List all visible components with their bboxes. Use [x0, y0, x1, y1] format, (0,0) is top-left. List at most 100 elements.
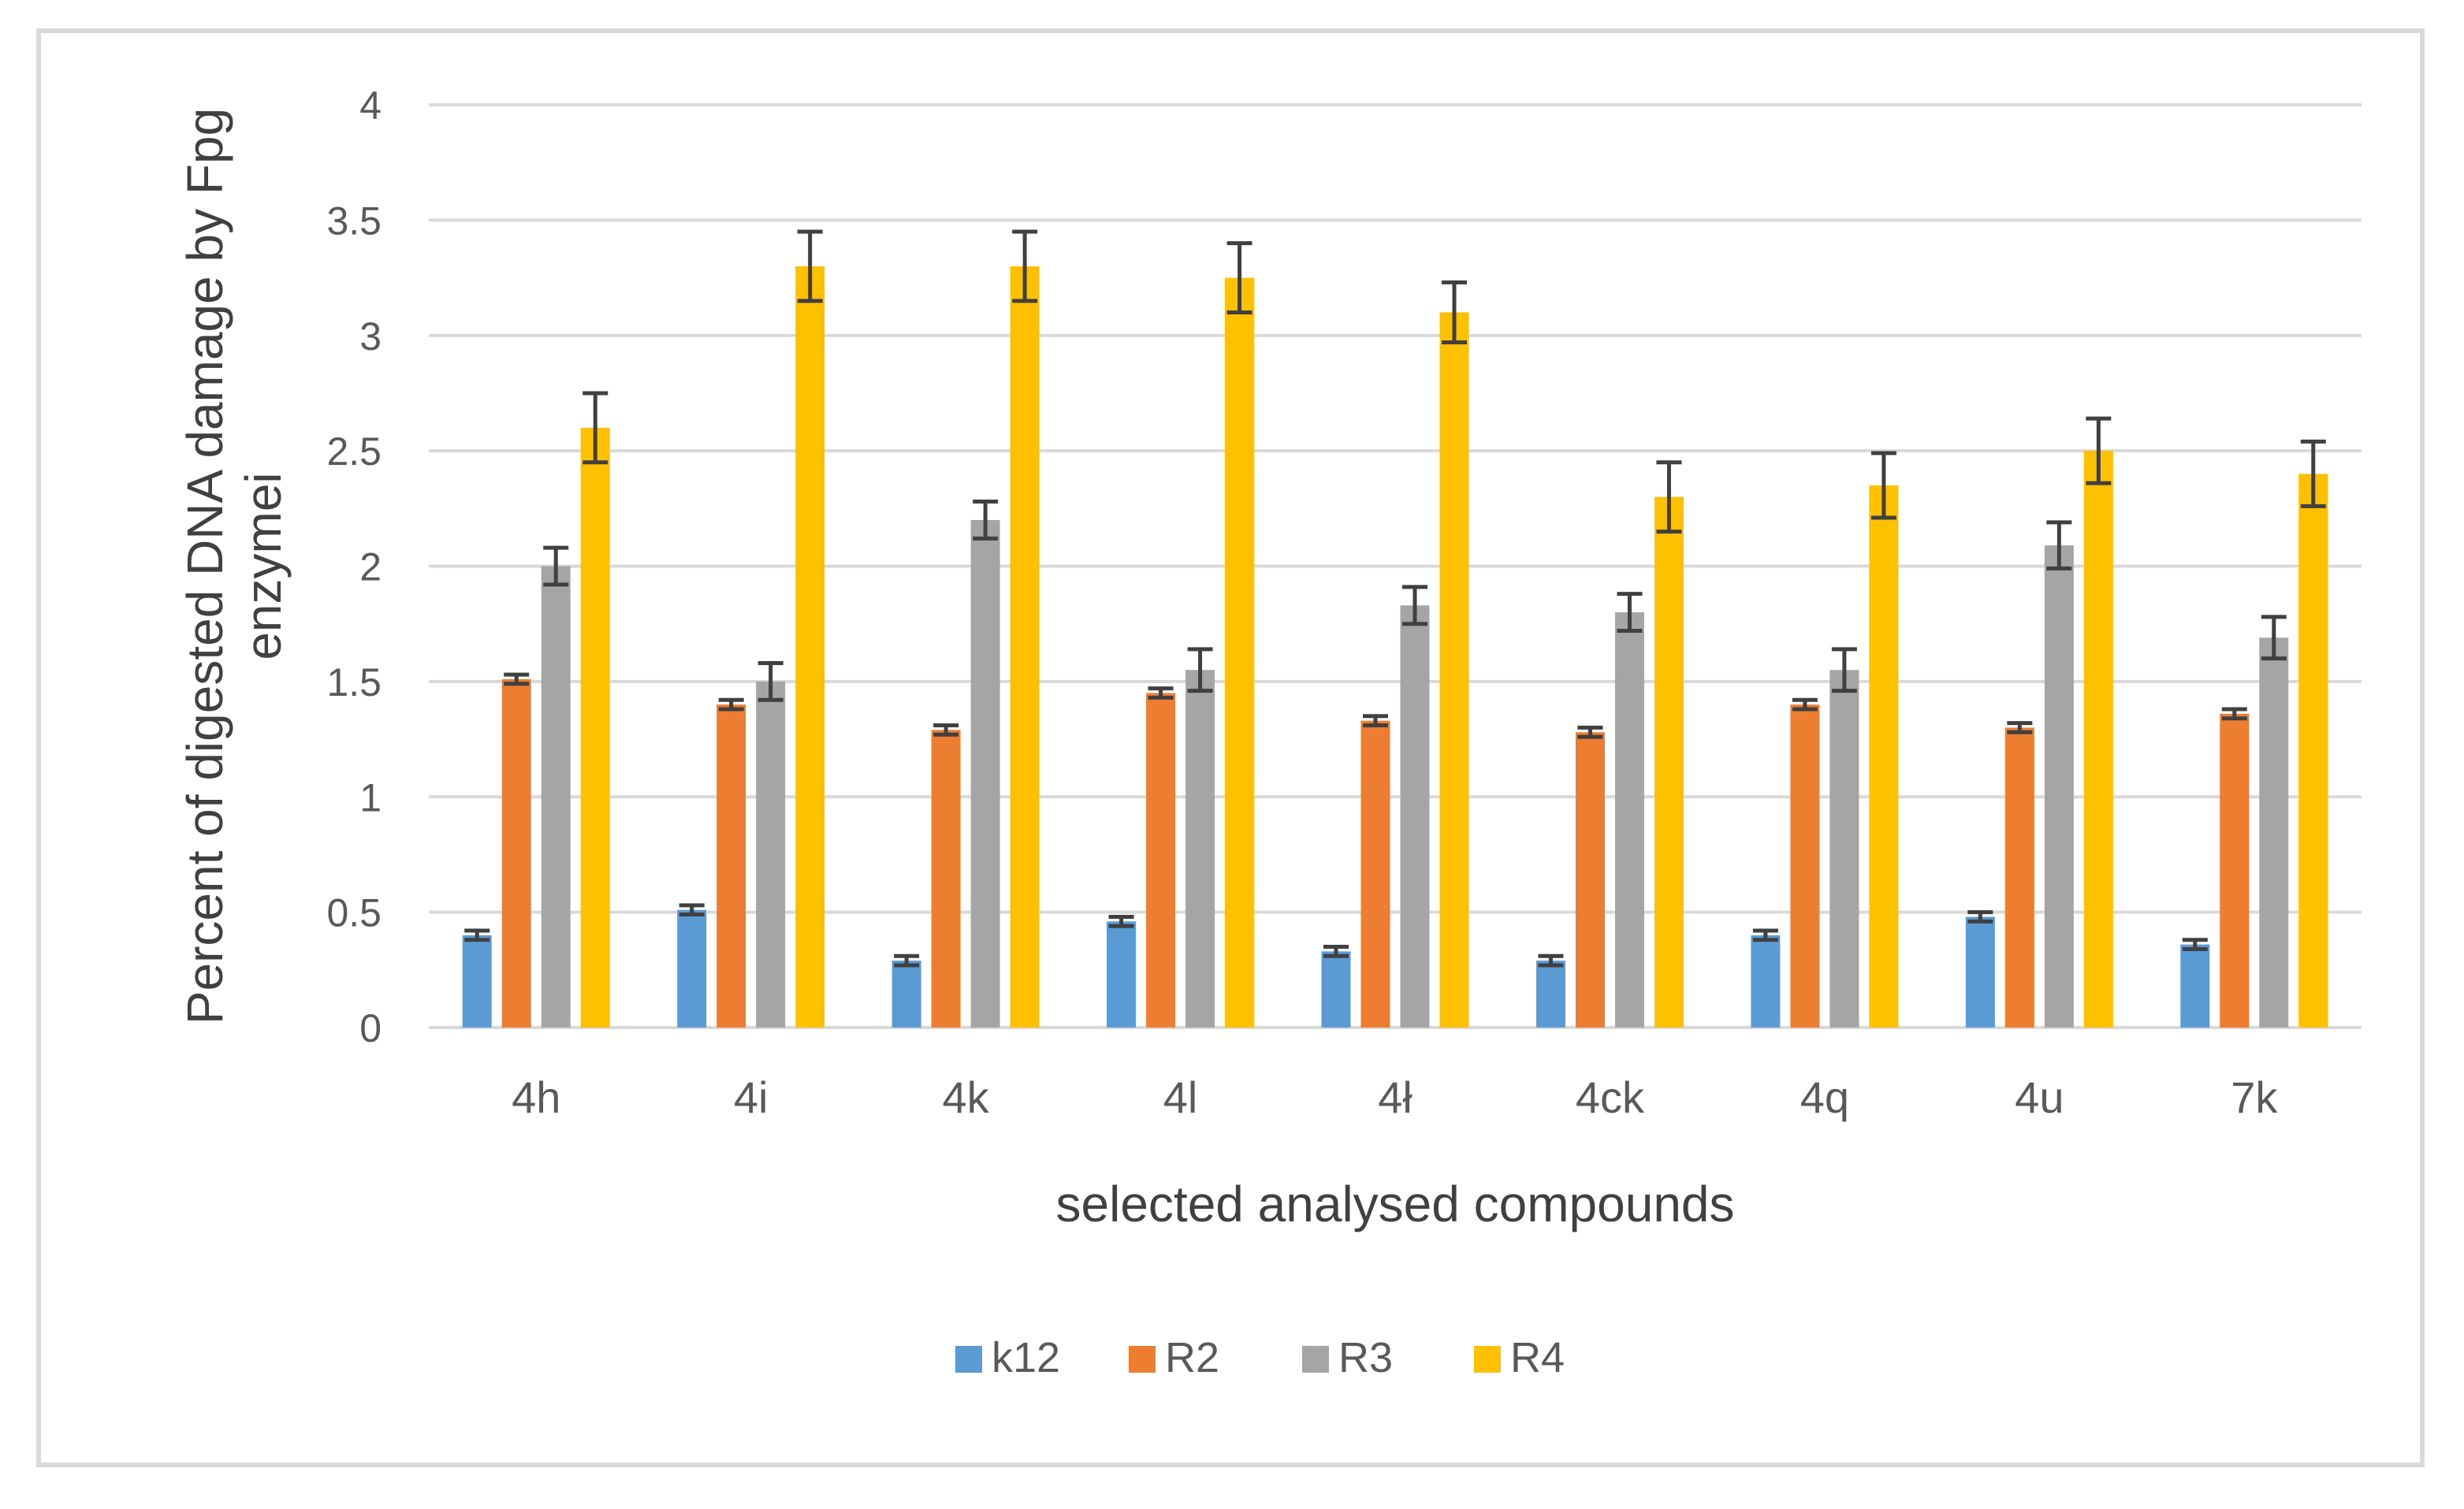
bar-r2-4ck	[1575, 732, 1605, 1028]
error-bar-r2-4ck	[1577, 725, 1603, 739]
legend-item-k12: k12	[955, 1334, 1060, 1381]
error-bar-r3-4u	[2046, 520, 2072, 571]
error-bar-r4-4q	[1870, 451, 1896, 520]
bar-k12-4ck	[1535, 961, 1565, 1028]
error-bar-r4-4h	[583, 391, 609, 465]
y-tick-label: 2	[359, 545, 382, 589]
error-bar-r3-4ck	[1617, 592, 1643, 633]
error-bar-r3-4-	[1402, 585, 1427, 626]
error-bar-r4-4u	[2086, 416, 2112, 485]
legend-item-r2: R2	[1129, 1334, 1219, 1381]
legend-label-r4: R4	[1510, 1334, 1565, 1381]
error-bar-r2-4k	[933, 723, 959, 737]
axis-titles: selected analysed compounds Percent of d…	[177, 108, 1735, 1232]
y-tick-label: 1	[359, 775, 382, 820]
y-axis-ticks: 0 0.5 1 1.5 2 2.5 3 3.5 4	[326, 84, 382, 1050]
bar-r4-4u	[2083, 451, 2113, 1028]
y-tick-label: 0.5	[326, 891, 382, 935]
error-bar-r2-4u	[2007, 721, 2033, 734]
bar-r3-7k	[2259, 637, 2289, 1028]
bar-k12-7k	[2180, 944, 2210, 1028]
bar-r3-4l	[1185, 670, 1215, 1028]
x-tick-label-4k: 4k	[943, 1072, 990, 1122]
bar-k12-4k	[891, 961, 921, 1028]
bar-r4-4h	[580, 427, 610, 1028]
y-tick-label: 3	[359, 314, 382, 359]
bar-k12-4i	[677, 909, 707, 1028]
error-bar-k12-4h	[464, 928, 490, 942]
error-bar-r4-7k	[2300, 439, 2326, 508]
bar-r2-7k	[2220, 713, 2250, 1028]
x-tick-label-7k: 7k	[2231, 1072, 2278, 1122]
error-bar-r4-4k	[1012, 229, 1038, 303]
bar-chart: 0 0.5 1 1.5 2 2.5 3 3.5 4 4h 4i 4k 4l 4ł 4ck 4q 4u 7k se…	[177, 84, 2362, 1381]
bar-r2-4i	[716, 704, 746, 1028]
error-bar-r2-4l	[1148, 686, 1174, 700]
bar-k12-4h	[462, 935, 492, 1028]
legend-swatch-k12	[955, 1346, 982, 1373]
error-bar-r4-4l	[1226, 241, 1252, 314]
x-tick-label-4u: 4u	[2015, 1072, 2064, 1122]
legend-item-r4: R4	[1474, 1334, 1565, 1381]
error-bar-r3-4q	[1831, 647, 1857, 693]
x-axis-ticks: 4h 4i 4k 4l 4ł 4ck 4q 4u 7k	[512, 1072, 2278, 1122]
legend-label-r2: R2	[1165, 1334, 1219, 1381]
bar-r4-4q	[1869, 485, 1899, 1028]
bar-r3-4h	[541, 566, 571, 1028]
bar-r4-7k	[2298, 474, 2328, 1028]
error-bar-r4-4i	[797, 229, 823, 303]
error-bar-r4-4ck	[1656, 460, 1682, 534]
bar-r2-4q	[1790, 704, 1820, 1028]
error-bar-k12-4k	[894, 953, 920, 968]
error-bar-k12-4q	[1752, 928, 1778, 942]
y-tick-label: 3.5	[326, 199, 382, 243]
bar-r4-4k	[1010, 266, 1040, 1028]
chart-frame: 0 0.5 1 1.5 2 2.5 3 3.5 4 4h 4i 4k 4l 4ł 4ck 4q 4u 7k se…	[36, 28, 2425, 1467]
x-axis-title: selected analysed compounds	[1056, 1176, 1735, 1232]
gridlines	[429, 103, 2362, 1029]
x-tick-label-4l: 4l	[1163, 1072, 1198, 1122]
error-bar-k12-4l	[1108, 914, 1134, 928]
error-bar-r3-4l	[1187, 647, 1213, 693]
error-bar-r2-4-	[1363, 714, 1388, 727]
bar-r2-4k	[931, 730, 961, 1028]
bar-r2-4-	[1360, 720, 1390, 1028]
legend-item-r3: R3	[1302, 1334, 1393, 1381]
x-tick-label-4-: 4ł	[1378, 1072, 1413, 1122]
error-bar-r4-4-	[1442, 280, 1467, 345]
y-axis-title: Percent of digested DNA damage by Fpg en…	[177, 108, 292, 1024]
bar-r2-4u	[2004, 727, 2034, 1028]
bar-r2-4l	[1146, 693, 1176, 1028]
legend-swatch-r2	[1129, 1346, 1156, 1373]
legend-swatch-r3	[1302, 1346, 1329, 1373]
bar-k12-4u	[1965, 916, 1995, 1028]
bar-r3-4-	[1400, 605, 1430, 1028]
y-axis-title-line-1: Percent of digested DNA damage by Fpg	[177, 108, 233, 1024]
error-bar-r2-4h	[504, 672, 530, 686]
bar-r3-4i	[756, 681, 786, 1028]
x-tick-label-4h: 4h	[512, 1072, 560, 1122]
x-tick-label-4ck: 4ck	[1576, 1072, 1645, 1122]
error-bar-r2-4q	[1792, 697, 1818, 712]
bar-r3-4ck	[1614, 612, 1644, 1028]
y-tick-label: 4	[359, 84, 382, 128]
y-tick-label: 2.5	[326, 429, 382, 474]
error-bar-k12-4i	[679, 903, 705, 917]
legend: k12 R2 R3 R4	[955, 1334, 1565, 1381]
y-tick-label: 1.5	[326, 660, 382, 704]
error-bar-k12-4u	[1967, 910, 1993, 924]
y-tick-label: 0	[359, 1006, 382, 1050]
error-bars	[464, 229, 2326, 968]
error-bar-k12-7k	[2182, 938, 2208, 951]
error-bar-r2-4i	[718, 697, 744, 712]
error-bar-k12-4-	[1323, 945, 1349, 958]
bar-r3-4k	[970, 519, 1000, 1028]
bar-k12-4q	[1751, 935, 1781, 1028]
error-bar-r2-7k	[2221, 707, 2247, 721]
bar-r4-4l	[1225, 277, 1255, 1028]
legend-label-r3: R3	[1338, 1334, 1393, 1381]
bar-r3-4q	[1829, 670, 1859, 1028]
error-bar-r3-7k	[2261, 615, 2287, 661]
bar-k12-4-	[1321, 951, 1351, 1028]
bar-r3-4u	[2044, 545, 2074, 1028]
